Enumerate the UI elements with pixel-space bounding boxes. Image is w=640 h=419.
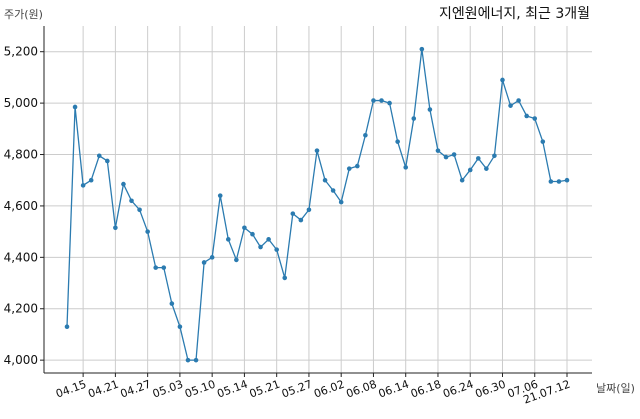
data-point xyxy=(379,98,384,103)
data-point xyxy=(492,153,497,159)
data-point xyxy=(121,181,126,187)
data-point xyxy=(201,260,207,265)
data-point xyxy=(564,177,570,183)
data-point xyxy=(169,301,175,306)
x-tick-label: 06.30 xyxy=(473,378,507,401)
data-point xyxy=(209,255,215,260)
data-point xyxy=(484,166,489,171)
data-point xyxy=(96,153,102,159)
data-point xyxy=(467,167,473,173)
data-point xyxy=(371,98,376,103)
data-point xyxy=(524,113,529,119)
data-point xyxy=(234,257,239,263)
data-point xyxy=(185,357,191,363)
y-tick-label: 4,000 xyxy=(4,353,38,367)
data-point xyxy=(225,237,231,242)
data-point xyxy=(290,211,296,216)
data-point xyxy=(475,156,481,161)
data-point xyxy=(508,103,513,108)
data-point xyxy=(403,165,409,170)
data-point xyxy=(266,237,271,242)
data-point xyxy=(72,104,78,110)
data-point xyxy=(105,158,110,164)
data-point xyxy=(88,177,94,183)
y-tick-label: 4,400 xyxy=(4,250,38,264)
x-tick-label: 06.08 xyxy=(344,378,378,401)
x-tick-label: 06.24 xyxy=(441,378,475,401)
y-tick-label: 5,000 xyxy=(4,96,38,110)
data-point xyxy=(322,177,328,183)
data-point xyxy=(145,229,150,234)
y-tick-label: 4,600 xyxy=(4,199,38,213)
data-point xyxy=(363,132,368,138)
data-point xyxy=(250,231,255,237)
data-point xyxy=(443,154,449,160)
data-point xyxy=(314,148,320,153)
data-point xyxy=(242,225,247,231)
x-tick-label: 05.14 xyxy=(215,378,249,401)
data-point xyxy=(306,207,312,213)
data-point xyxy=(64,324,70,330)
y-tick-label: 4,800 xyxy=(4,148,38,162)
data-point xyxy=(435,148,441,153)
data-point xyxy=(80,183,86,188)
data-point xyxy=(298,217,304,223)
x-tick-label: 05.10 xyxy=(183,378,217,401)
data-point xyxy=(113,225,118,231)
data-point xyxy=(258,244,263,250)
y-axis-label: 주가(원) xyxy=(4,8,43,21)
data-point xyxy=(161,265,167,270)
data-point xyxy=(153,265,159,270)
data-point xyxy=(217,193,223,198)
data-point xyxy=(419,46,425,52)
data-point xyxy=(338,199,344,205)
data-point xyxy=(556,179,562,184)
data-point xyxy=(177,324,183,330)
x-tick-label: 06.02 xyxy=(312,378,346,401)
data-point xyxy=(282,275,288,281)
data-point xyxy=(129,198,134,204)
grid xyxy=(40,26,592,377)
x-tick-label: 06.14 xyxy=(377,378,411,401)
axes xyxy=(43,26,592,374)
y-tick-labels: 4,000 4,200 4,400 4,600 4,800 5,000 5,200 xyxy=(4,45,38,367)
data-point xyxy=(411,116,417,121)
x-tick-label: 05.03 xyxy=(151,378,185,401)
y-tick-label: 5,200 xyxy=(4,45,38,59)
x-tick-label: 05.21 xyxy=(248,378,282,401)
data-point xyxy=(387,100,392,106)
x-tick-label: 05.27 xyxy=(280,378,314,401)
data-point xyxy=(500,77,505,83)
data-point xyxy=(193,357,199,363)
x-tick-label: 04.27 xyxy=(119,378,153,401)
data-point xyxy=(346,166,352,171)
data-point xyxy=(137,207,142,213)
data-point xyxy=(540,139,546,144)
data-point xyxy=(516,98,521,103)
data-point xyxy=(274,247,279,252)
x-tick-label: 04.15 xyxy=(54,378,88,401)
data-point xyxy=(395,139,400,144)
x-tick-labels: 04.1504.2104.2705.0305.1005.1405.2105.27… xyxy=(54,378,572,407)
data-point xyxy=(532,116,538,121)
data-point xyxy=(548,179,554,184)
data-point xyxy=(427,107,433,112)
chart-title: 지엔원에너지, 최근 3개월 xyxy=(439,6,590,22)
price-series-line xyxy=(66,49,568,361)
x-tick-label: 06.18 xyxy=(409,378,443,401)
x-tick-label: 04.21 xyxy=(86,378,120,401)
data-point xyxy=(330,188,336,193)
data-point xyxy=(459,177,465,183)
y-tick-label: 4,200 xyxy=(4,302,38,316)
data-point xyxy=(451,152,457,157)
price-points xyxy=(64,46,570,363)
x-axis-label: 날짜(일) xyxy=(596,381,635,395)
data-point xyxy=(355,163,360,169)
